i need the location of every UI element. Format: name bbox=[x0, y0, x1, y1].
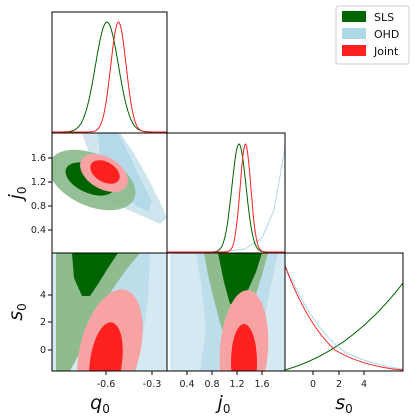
j0-y-symbol: j bbox=[5, 193, 27, 202]
tick-labels: -0.6 -0.3 0.4 0.8 1.2 1.6 0 2 4 0.4 0.8 … bbox=[31, 153, 367, 390]
legend-swatch-joint bbox=[342, 45, 366, 56]
s0-symbol: s bbox=[335, 392, 345, 414]
joint-marginal-s0 bbox=[285, 265, 403, 371]
joint-marginal-j0 bbox=[167, 143, 285, 253]
tick-label-s0-3: 4 bbox=[361, 379, 367, 390]
sls-marginal-j0 bbox=[167, 143, 285, 253]
tick-label-j0-1: 0.4 bbox=[179, 379, 194, 390]
tick-label-j0-4: 1.6 bbox=[254, 379, 269, 390]
x-axis-label-q0: q0 bbox=[90, 392, 110, 416]
s0-y-subscript: 0 bbox=[15, 303, 29, 311]
s0-subscript: 0 bbox=[345, 402, 353, 416]
sls-marginal-s0 bbox=[285, 282, 403, 371]
legend-label-joint: Joint bbox=[373, 45, 399, 58]
panel-j0-marginal bbox=[167, 143, 285, 253]
joint-marginal-q0 bbox=[52, 21, 167, 133]
legend: SLS OHD Joint bbox=[335, 5, 410, 65]
tick-label-q0-1: -0.6 bbox=[97, 379, 116, 390]
tick-label-s0-left-2: 2 bbox=[40, 317, 46, 328]
tick-label-j0-left-2: 0.8 bbox=[31, 201, 46, 212]
panel-s0-marginal bbox=[285, 264, 403, 371]
tick-label-s0-left-3: 4 bbox=[40, 290, 46, 301]
tick-label-j0-left-1: 0.4 bbox=[31, 225, 46, 236]
legend-label-ohd: OHD bbox=[374, 28, 399, 41]
sls-contour-1sigma-j0-s0 bbox=[218, 253, 262, 304]
tick-label-s0-left-1: 0 bbox=[40, 345, 46, 356]
s0-y-symbol: s bbox=[5, 311, 27, 321]
panel-q0-marginal bbox=[52, 21, 167, 133]
tick-label-s0-1: 0 bbox=[310, 379, 316, 390]
tick-label-j0-3: 1.2 bbox=[229, 379, 244, 390]
panel-q0-s0 bbox=[52, 253, 167, 371]
frame-s0-marginal bbox=[284, 252, 404, 372]
joint-contour-1sigma-q0-j0 bbox=[90, 160, 120, 184]
tick-label-j0-2: 0.8 bbox=[204, 379, 219, 390]
q0-symbol: q bbox=[90, 392, 102, 414]
j0-y-subscript: 0 bbox=[15, 187, 29, 195]
tick-label-q0-2: -0.3 bbox=[143, 379, 162, 390]
j0-symbol: j bbox=[215, 392, 224, 414]
joint-contour-1sigma-q0-s0 bbox=[89, 322, 123, 371]
panel-q0-j0 bbox=[52, 133, 167, 224]
joint-contour-1sigma-j0-s0 bbox=[231, 324, 257, 371]
ohd-marginal-s0 bbox=[285, 264, 403, 370]
tick-label-s0-2: 2 bbox=[336, 379, 342, 390]
legend-swatch-sls bbox=[342, 11, 366, 22]
j0-subscript: 0 bbox=[223, 402, 231, 416]
x-axis-label-j0: j0 bbox=[215, 392, 231, 416]
y-axis-label-j0: j0 bbox=[5, 187, 29, 203]
y-axis-label-j0-text: j0 bbox=[5, 187, 29, 203]
x-axis-label-s0: s0 bbox=[335, 392, 353, 416]
legend-swatch-ohd bbox=[342, 28, 366, 39]
q0-subscript: 0 bbox=[102, 402, 110, 416]
tick-marks bbox=[48, 157, 365, 375]
frame-j0-marginal bbox=[166, 132, 286, 254]
tick-label-j0-left-3: 1.2 bbox=[31, 177, 46, 188]
ohd-marginal-j0 bbox=[167, 147, 285, 253]
panel-j0-s0 bbox=[170, 253, 285, 371]
y-axis-label-s0: s0 bbox=[5, 303, 29, 321]
legend-label-sls: SLS bbox=[374, 11, 394, 24]
tick-label-j0-left-4: 1.6 bbox=[31, 153, 46, 164]
panel-frames bbox=[51, 11, 404, 372]
sls-contour-1sigma-q0-s0 bbox=[72, 253, 118, 296]
y-axis-label-s0-text: s0 bbox=[5, 303, 29, 321]
